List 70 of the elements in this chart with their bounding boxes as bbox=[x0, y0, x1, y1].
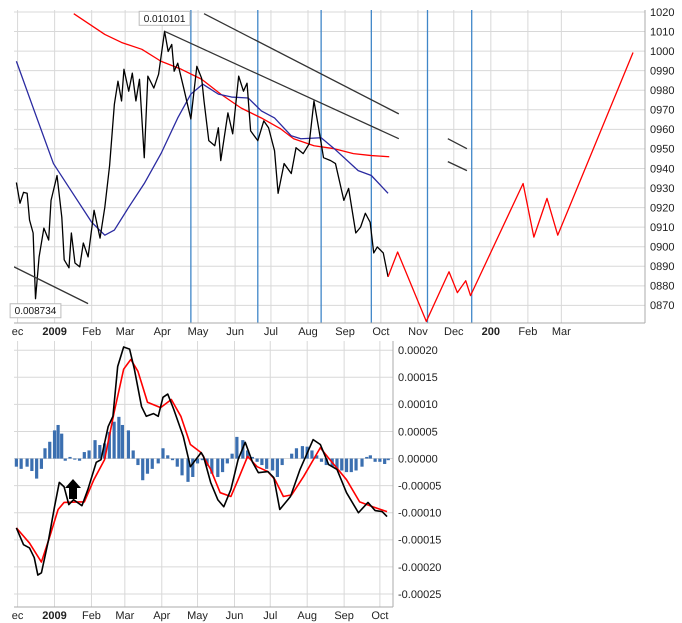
x-tick-label: Oct bbox=[372, 326, 390, 338]
y-tick-label: -0.00025 bbox=[398, 588, 442, 601]
y-tick-label: 0980 bbox=[650, 85, 674, 98]
bar bbox=[230, 454, 234, 459]
x-tick-label: Oct bbox=[371, 610, 388, 622]
y-tick-label: 0.00010 bbox=[398, 399, 438, 412]
bar bbox=[374, 458, 377, 462]
y-tick-label: -0.00010 bbox=[398, 508, 442, 520]
bar bbox=[360, 458, 364, 467]
line-series bbox=[387, 52, 634, 322]
x-tick-label: Jun bbox=[226, 326, 244, 338]
x-tick-label: Apr bbox=[154, 326, 172, 338]
line-series bbox=[16, 60, 389, 236]
line-series bbox=[73, 13, 390, 158]
y-tick-label: 1000 bbox=[650, 46, 674, 58]
y-tick-label: 0910 bbox=[650, 222, 674, 234]
bar bbox=[40, 458, 44, 469]
x-tick-label: Apr bbox=[153, 610, 171, 622]
y-tick-label: 0870 bbox=[650, 300, 674, 312]
y-tick-label: 0.00000 bbox=[398, 453, 438, 466]
y-tick-label: 0.00005 bbox=[398, 426, 438, 438]
y-tick-label: 0970 bbox=[650, 104, 674, 117]
y-tick-label: 1020 bbox=[650, 6, 674, 19]
x-tick-label: ec bbox=[12, 326, 24, 338]
y-tick-label: 0.00020 bbox=[398, 345, 438, 358]
bar bbox=[26, 458, 29, 467]
bar bbox=[271, 458, 274, 470]
annotation: 0.010101 bbox=[144, 14, 186, 25]
x-tick-label: Sep bbox=[334, 610, 354, 622]
line-series bbox=[16, 30, 389, 300]
y-tick-label: 0940 bbox=[650, 163, 674, 176]
x-tick-label: May bbox=[187, 610, 208, 622]
x-tick-label: 200 bbox=[482, 326, 500, 338]
x-tick-label: Sep bbox=[335, 326, 355, 338]
y-tick-label: 0880 bbox=[650, 280, 674, 293]
bar bbox=[117, 416, 120, 459]
y-tick-label: 1010 bbox=[650, 26, 674, 38]
y-tick-label: 0890 bbox=[650, 261, 674, 274]
x-tick-label: Mar bbox=[552, 326, 572, 338]
x-tick-label: Feb bbox=[82, 610, 101, 622]
x-tick-label: Dec bbox=[444, 326, 464, 338]
x-tick-label: Jun bbox=[226, 610, 244, 622]
y-tick-label: 0960 bbox=[650, 124, 674, 136]
annotation: 0.008734 bbox=[14, 306, 57, 318]
x-tick-label: 2009 bbox=[42, 610, 67, 622]
x-tick-label: Mar bbox=[115, 610, 135, 622]
bar bbox=[235, 436, 238, 459]
x-tick-label: Feb bbox=[82, 326, 102, 338]
y-tick-label: 0920 bbox=[650, 202, 674, 214]
y-tick-label: 0.00015 bbox=[398, 372, 438, 384]
x-tick-label: May bbox=[188, 326, 209, 338]
x-tick-label: Aug bbox=[297, 610, 317, 622]
y-tick-label: -0.00005 bbox=[398, 480, 442, 492]
x-tick-label: Nov bbox=[408, 326, 428, 338]
x-tick-label: Jul bbox=[264, 326, 278, 338]
x-tick-label: Aug bbox=[298, 326, 318, 338]
y-tick-label: 0930 bbox=[650, 182, 674, 195]
x-tick-label: Feb bbox=[518, 326, 538, 338]
x-tick-label: 2009 bbox=[42, 326, 67, 338]
y-tick-label: 0990 bbox=[650, 65, 674, 78]
y-tick-label: -0.00015 bbox=[398, 534, 442, 547]
bar bbox=[156, 458, 160, 464]
y-tick-label: -0.00020 bbox=[398, 562, 442, 574]
y-tick-label: 0900 bbox=[650, 242, 674, 254]
x-tick-label: Jul bbox=[263, 610, 278, 622]
x-tick-label: Mar bbox=[116, 326, 135, 338]
bar bbox=[56, 424, 60, 459]
y-tick-label: 0950 bbox=[650, 144, 674, 156]
x-tick-label: ec bbox=[12, 610, 24, 622]
bar bbox=[256, 458, 259, 462]
